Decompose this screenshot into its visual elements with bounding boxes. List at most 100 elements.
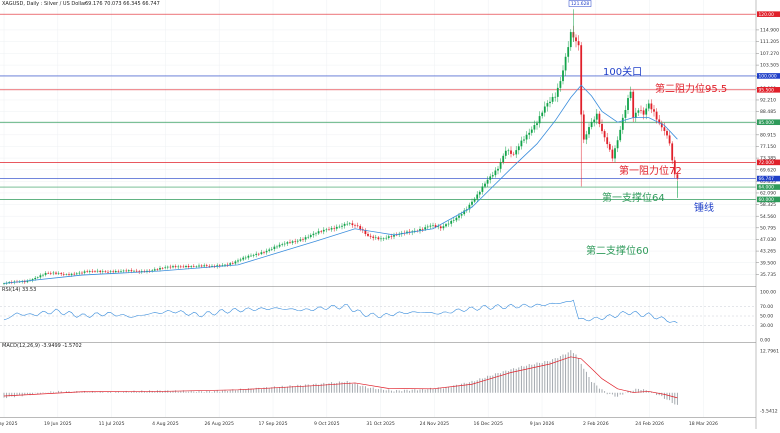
candle-bull	[382, 238, 385, 240]
price-tick: 92.210	[760, 98, 776, 104]
rsi-tick: 30.00	[760, 323, 773, 329]
candle-bull	[504, 150, 507, 156]
candle-bull	[647, 103, 650, 109]
candle-bear	[611, 149, 614, 159]
candle-bear	[81, 272, 83, 274]
high-price-box	[568, 0, 592, 7]
candle-bear	[390, 236, 393, 237]
price-tick: 43.265	[760, 249, 776, 255]
candle-bull	[268, 249, 271, 251]
candle-bear	[174, 266, 177, 268]
candle-bear	[161, 267, 164, 269]
candle-bear	[666, 130, 668, 136]
candle-bull	[481, 186, 484, 192]
candle-bull	[120, 271, 122, 272]
candle-bull	[595, 113, 598, 120]
rsi-title: RSI(14) 33.53	[2, 287, 36, 293]
candle-bull	[185, 265, 187, 268]
candle-bull	[234, 261, 237, 264]
candle-bull	[296, 240, 299, 242]
candle-bull	[36, 277, 39, 278]
candle-bull	[101, 271, 104, 272]
price-tick: 62.090	[760, 191, 776, 197]
candle-bull	[380, 238, 382, 240]
candle-bull	[44, 272, 47, 275]
candle-bull	[224, 264, 226, 266]
candle-bull	[445, 224, 447, 227]
candle-bear	[421, 229, 424, 230]
date-label: 9 Oct 2025	[314, 421, 340, 427]
price-axis[interactable]: 114.900111.205107.270103.50599.81096.000…	[756, 28, 779, 278]
candle-bull	[122, 270, 125, 272]
candle-bear	[377, 237, 380, 240]
candle-bull	[385, 237, 388, 239]
candle-bear	[632, 91, 635, 118]
price-tick: 88.485	[760, 109, 776, 115]
candle-bull	[637, 110, 640, 113]
candle-bear	[187, 265, 190, 268]
candle-bull	[393, 234, 395, 237]
candle-bull	[127, 270, 130, 272]
candle-bull	[497, 168, 499, 171]
candle-bear	[367, 233, 369, 236]
candle-bear	[289, 242, 291, 243]
candle-bear	[673, 160, 676, 175]
moving-average-line	[3, 84, 678, 284]
candle-bear	[62, 274, 65, 275]
ohlc-values: 69.176 70.073 66.345 66.747	[85, 1, 160, 7]
candle-bear	[213, 265, 216, 267]
candle-bear	[302, 239, 304, 240]
price-levels[interactable]	[0, 13, 756, 200]
candle-bear	[99, 270, 102, 272]
candle-bull	[486, 179, 489, 184]
candle-bull	[83, 271, 86, 273]
price-tick: 73.385	[760, 156, 776, 162]
macd-tick: 12.7961	[760, 349, 779, 355]
candle-bear	[55, 272, 57, 274]
candle-bull	[211, 265, 213, 267]
candle-bear	[658, 119, 661, 124]
candle-bull	[520, 140, 523, 147]
candle-bull	[260, 252, 263, 255]
annotation-support1: 第一支撑位64	[602, 191, 665, 204]
price-tick: 114.900	[760, 28, 779, 34]
candle-bull	[348, 223, 351, 224]
candle-bear	[192, 266, 195, 267]
candle-bull	[593, 119, 596, 123]
price-tick: 50.795	[760, 225, 776, 231]
candle-bull	[471, 201, 473, 205]
candle-bull	[530, 129, 533, 133]
candle-bull	[273, 246, 276, 249]
price-tag-box	[757, 196, 780, 203]
candle-bull	[585, 134, 588, 140]
price-tag-label: 120.00	[759, 12, 775, 18]
candle-bull	[278, 244, 281, 247]
candle-bull	[541, 112, 544, 117]
candle-bear	[603, 131, 606, 138]
candle-bull	[304, 237, 307, 240]
candle-bull	[549, 101, 551, 104]
date-label: 11 Jul 2025	[99, 421, 125, 427]
grid-lines	[0, 0, 756, 417]
candle-bull	[31, 279, 34, 281]
date-axis: 8 May 2025 19 Jun 2025 11 Jul 2025 4 Aug 20…	[0, 421, 718, 427]
candle-bear	[226, 264, 229, 266]
candle-bull	[57, 273, 60, 274]
candle-bull	[140, 271, 143, 272]
candle-bull	[276, 246, 278, 248]
date-label: 2 Feb 2026	[583, 421, 609, 427]
candle-bull	[265, 250, 268, 253]
candle-bull	[515, 150, 518, 155]
candle-bear	[663, 127, 666, 131]
candle-bull	[198, 265, 200, 267]
candle-bear	[257, 253, 260, 255]
candle-bull	[88, 271, 91, 272]
candle-bear	[354, 225, 356, 226]
candle-bear	[104, 271, 107, 272]
candle-bear	[575, 37, 577, 42]
candle-bull	[190, 266, 193, 268]
rsi-tick: 100.00	[760, 290, 776, 296]
candlestick-series	[3, 9, 679, 286]
candle-bear	[642, 110, 645, 115]
